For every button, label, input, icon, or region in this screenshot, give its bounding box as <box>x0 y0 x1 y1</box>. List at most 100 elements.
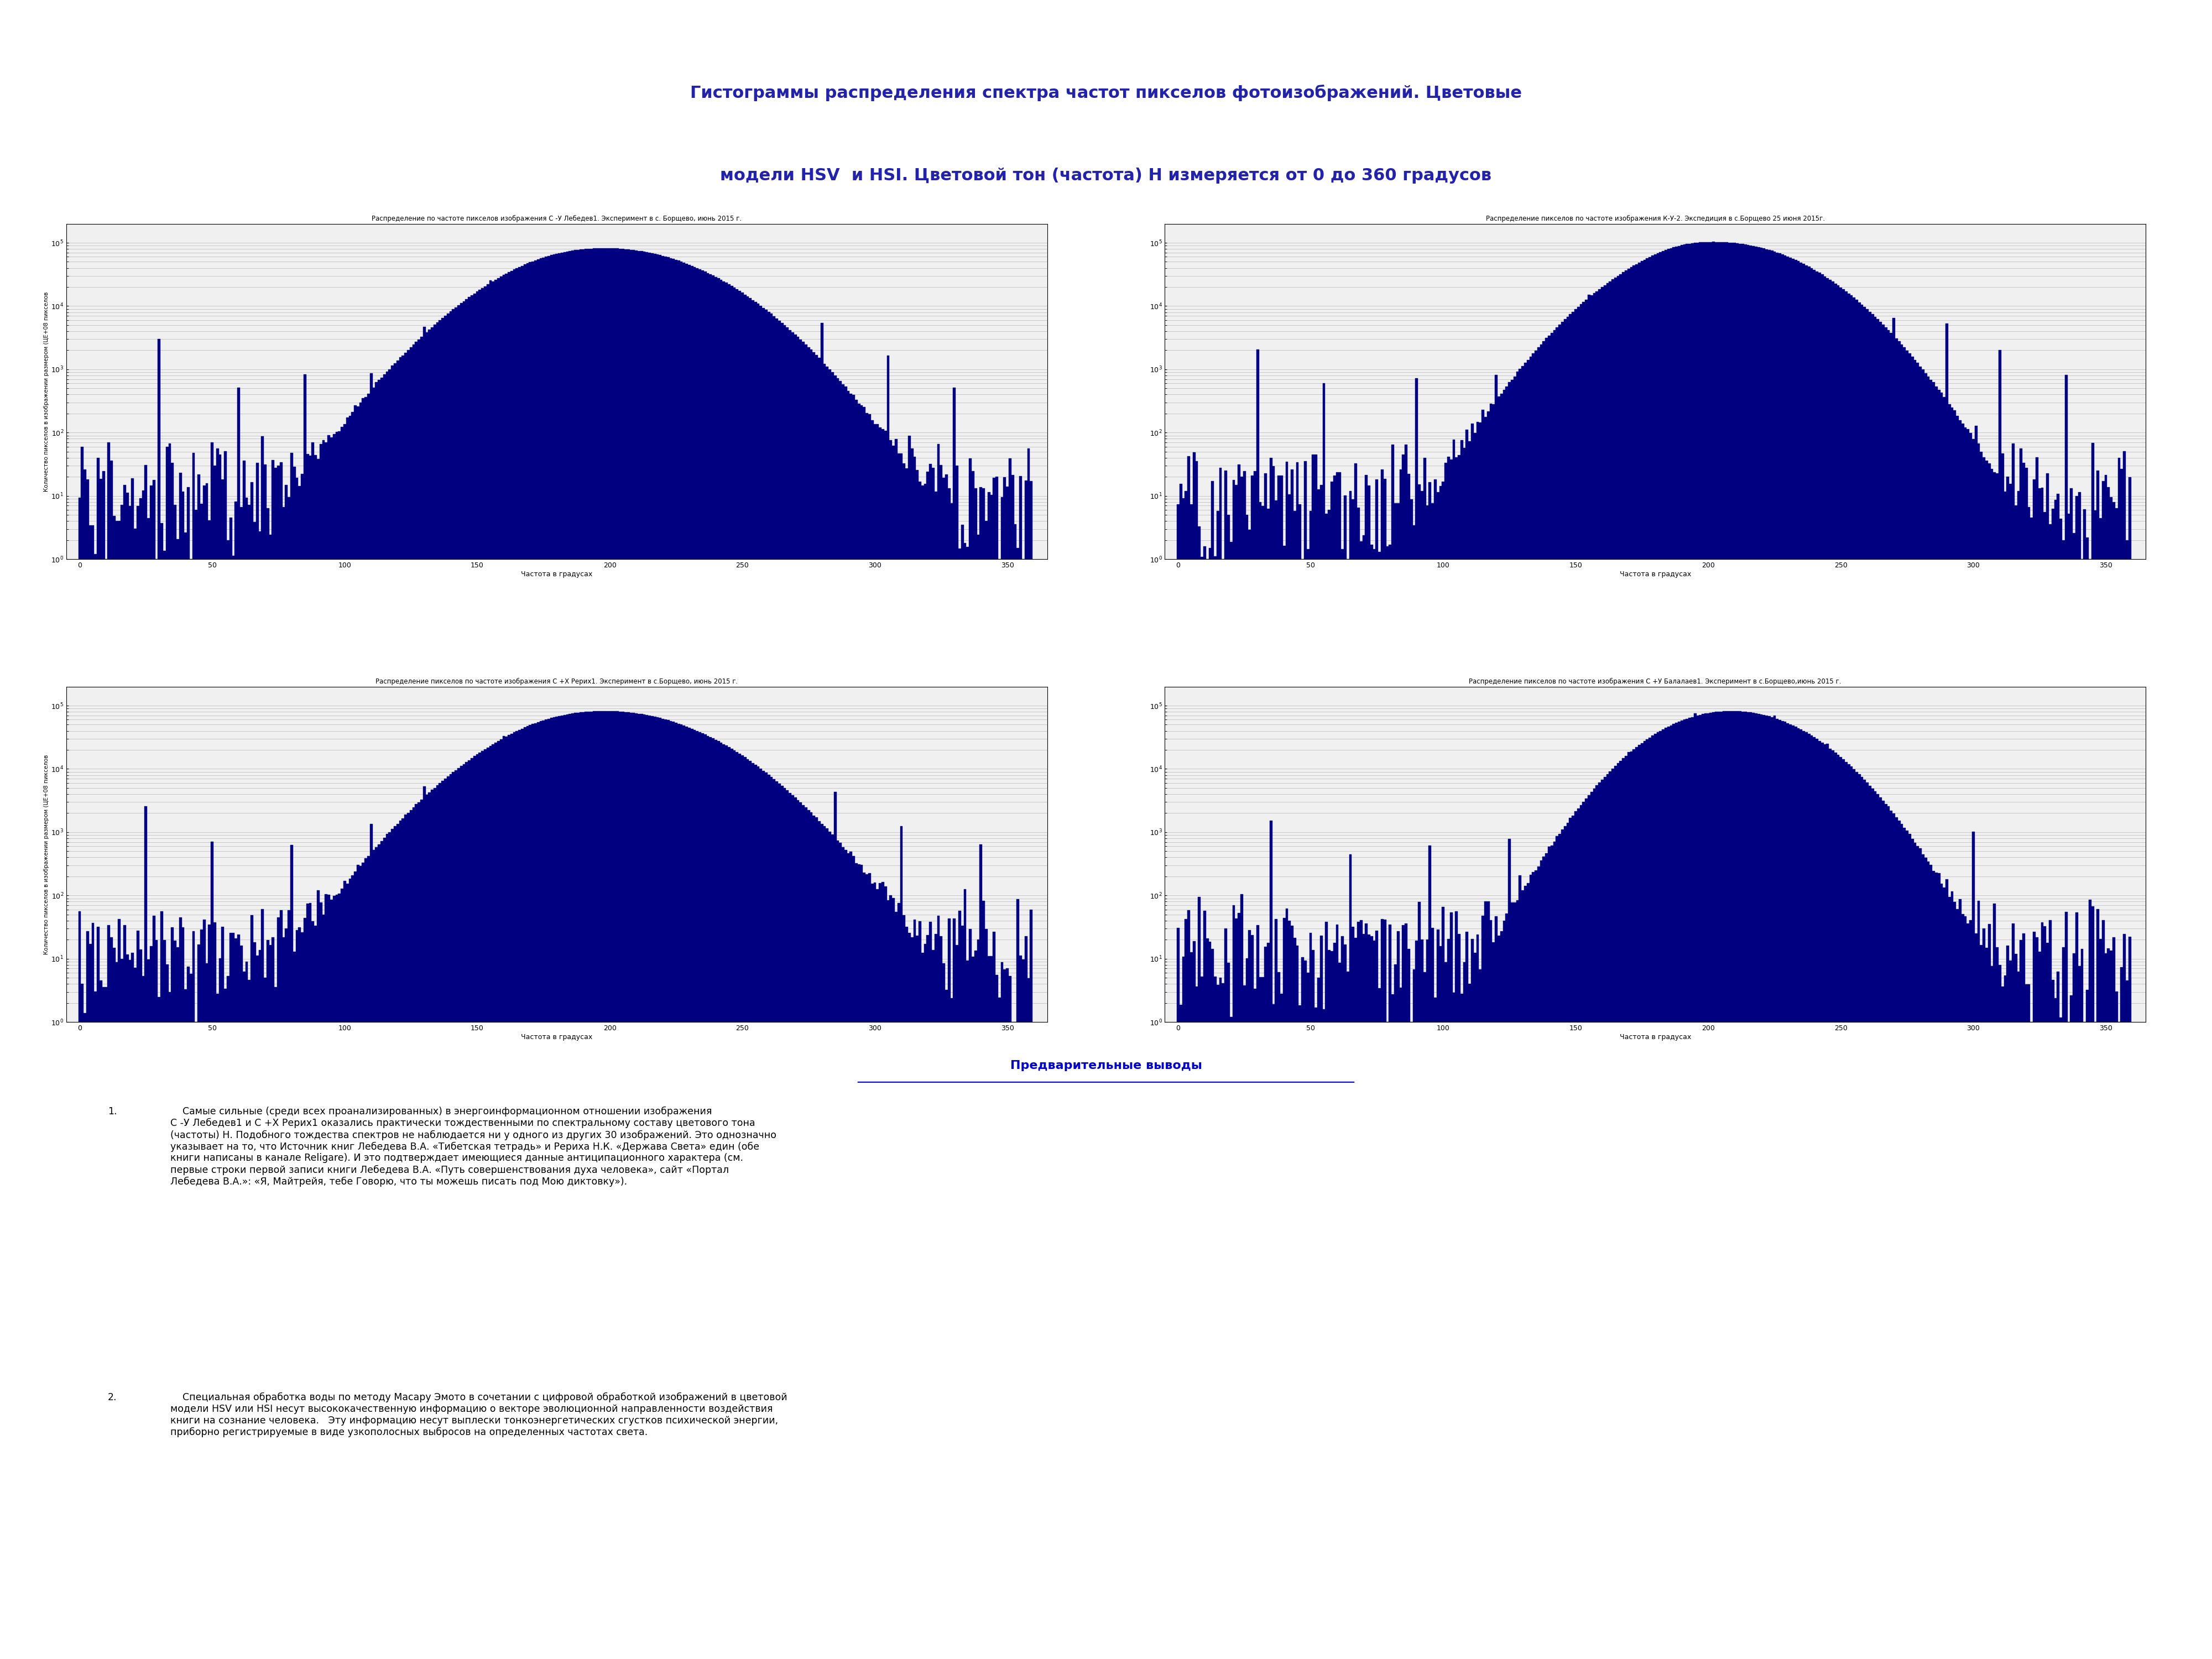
Bar <box>796 800 799 1659</box>
Bar <box>1670 249 1672 1659</box>
Bar <box>526 727 529 1659</box>
Bar <box>1898 342 1900 1659</box>
Bar <box>292 952 296 1659</box>
Bar <box>1020 956 1022 1659</box>
Bar <box>1896 818 1898 1659</box>
Bar <box>856 400 858 1659</box>
Bar <box>323 440 325 1659</box>
Bar <box>518 730 522 1659</box>
Bar <box>383 375 385 1659</box>
Bar <box>113 516 115 1659</box>
Bar <box>1312 951 1314 1659</box>
Bar <box>482 289 484 1659</box>
Bar <box>577 713 580 1659</box>
Bar <box>1407 949 1409 1659</box>
Bar <box>1668 249 1670 1659</box>
Bar <box>416 342 418 1659</box>
Bar <box>779 320 781 1659</box>
Bar <box>1911 839 1913 1659</box>
Bar <box>624 249 626 1659</box>
Bar <box>2022 934 2024 1659</box>
Bar <box>781 324 783 1659</box>
Bar <box>1714 242 1717 1659</box>
Bar <box>1493 942 1495 1659</box>
Bar <box>153 916 155 1659</box>
Bar <box>1942 888 1947 1659</box>
Bar <box>657 254 659 1659</box>
Bar <box>263 977 265 1659</box>
Bar <box>131 478 135 1659</box>
Bar <box>726 282 728 1659</box>
Bar <box>175 504 177 1659</box>
Bar <box>1639 745 1641 1659</box>
Bar <box>336 431 338 1659</box>
Bar <box>732 287 737 1659</box>
Bar <box>1212 481 1214 1659</box>
Bar <box>1374 941 1376 1659</box>
Bar <box>1816 738 1818 1659</box>
Bar <box>2097 909 2099 1659</box>
Bar <box>259 951 261 1659</box>
Bar <box>1714 712 1717 1659</box>
Bar <box>1778 254 1781 1659</box>
Bar <box>847 392 849 1659</box>
Bar <box>982 488 984 1659</box>
Bar <box>599 712 604 1659</box>
Bar <box>1648 257 1652 1659</box>
Bar <box>2044 926 2046 1659</box>
Bar <box>1469 441 1471 1659</box>
Bar <box>465 761 469 1659</box>
Bar <box>1747 246 1750 1659</box>
Bar <box>279 911 283 1659</box>
Bar <box>1885 805 1887 1659</box>
Bar <box>2128 478 2130 1659</box>
Bar <box>2057 972 2059 1659</box>
Bar <box>192 931 195 1659</box>
Bar <box>1265 947 1267 1659</box>
Bar <box>637 251 639 1659</box>
Bar <box>1018 899 1020 1659</box>
Bar <box>1548 335 1551 1659</box>
Bar <box>710 737 712 1659</box>
Bar <box>560 252 564 1659</box>
Bar <box>1947 324 1949 1659</box>
Bar <box>644 252 646 1659</box>
Bar <box>874 883 876 1659</box>
Bar <box>1248 529 1252 1659</box>
Bar <box>1274 919 1279 1659</box>
Bar <box>1635 264 1639 1659</box>
Bar <box>1869 786 1871 1659</box>
Bar <box>1221 984 1225 1659</box>
Bar <box>1763 249 1765 1659</box>
Bar <box>845 849 847 1659</box>
Bar <box>285 929 288 1659</box>
Bar <box>1575 309 1577 1659</box>
Bar <box>369 373 372 1659</box>
Bar <box>2110 951 2112 1659</box>
Bar <box>714 277 717 1659</box>
Bar <box>1697 242 1699 1659</box>
Bar <box>1725 242 1728 1659</box>
Bar <box>1006 486 1009 1659</box>
Bar <box>599 249 604 1659</box>
Bar <box>1686 244 1688 1659</box>
Bar <box>332 435 336 1659</box>
Bar <box>177 947 179 1659</box>
Bar <box>1644 260 1646 1659</box>
Y-axis label: Количество пикселов в изображении размером (ЦЕ+08 пикселов: Количество пикселов в изображении размер… <box>44 755 49 954</box>
Bar <box>1668 727 1670 1659</box>
Bar <box>1542 342 1546 1659</box>
Bar <box>2124 934 2126 1659</box>
Bar <box>1860 776 1863 1659</box>
Bar <box>1635 747 1639 1659</box>
Bar <box>1608 282 1613 1659</box>
Bar <box>927 936 929 1659</box>
Bar <box>1590 295 1593 1659</box>
Bar <box>232 932 234 1659</box>
Bar <box>1989 924 1991 1659</box>
Bar <box>1699 242 1701 1659</box>
Bar <box>529 725 531 1659</box>
Bar <box>1431 927 1433 1659</box>
Bar <box>201 504 204 1659</box>
Bar <box>1814 270 1816 1659</box>
